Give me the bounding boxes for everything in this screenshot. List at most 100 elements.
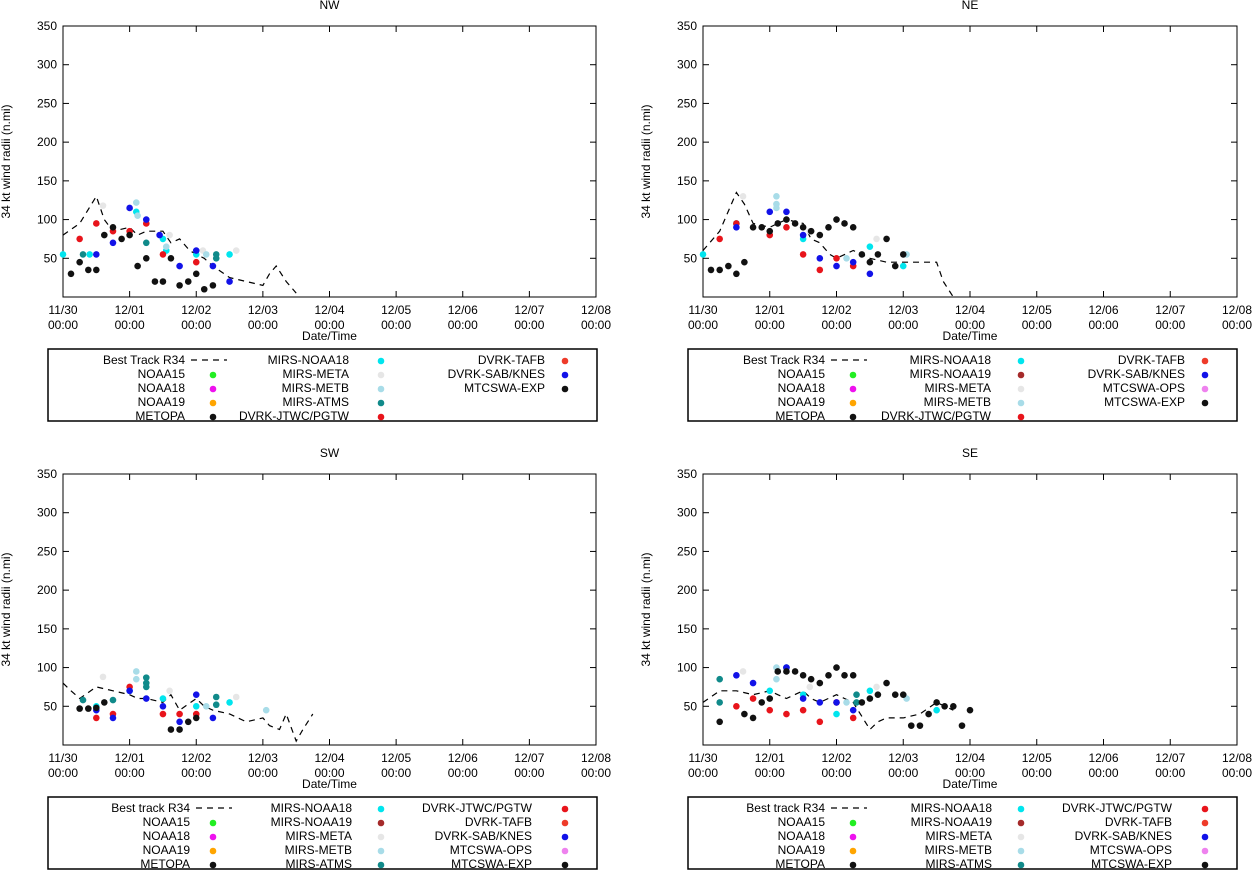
legend-label: DVRK-TAFB <box>465 815 532 829</box>
data-point <box>873 235 880 243</box>
legend-label: NOAA19 <box>778 395 826 409</box>
legend-box <box>47 796 598 870</box>
chart-panel-ne: NE5010015020025030035011/3000:0012/0100:… <box>639 0 1252 423</box>
data-point <box>134 262 141 270</box>
data-point <box>725 262 732 270</box>
legend-dot-symbol <box>849 371 857 379</box>
legend-dot-symbol <box>1201 805 1209 813</box>
data-point <box>825 672 832 679</box>
data-point <box>99 202 107 209</box>
data-point <box>858 251 866 258</box>
legend-dot-symbol <box>561 357 569 365</box>
data-point <box>166 231 173 239</box>
x-tick-date: 12/06 <box>448 303 478 317</box>
data-point <box>733 224 740 231</box>
x-axis-label: Date/Time <box>302 329 357 343</box>
legend-label: DVRK-JTWC/PGTW <box>1062 801 1173 815</box>
series-mtcswa-exp <box>67 224 217 293</box>
data-point <box>232 247 240 254</box>
x-tick-time: 00:00 <box>448 766 478 780</box>
y-tick-label: 100 <box>677 213 697 227</box>
legend-dot-symbol <box>209 399 217 407</box>
x-tick-time: 00:00 <box>181 318 211 332</box>
x-tick-date: 12/05 <box>1022 303 1052 317</box>
legend-label: NOAA18 <box>778 381 826 395</box>
data-point <box>741 710 748 718</box>
y-tick-label: 100 <box>677 661 697 675</box>
x-tick-time: 00:00 <box>821 318 851 332</box>
y-tick-label: 250 <box>677 96 697 110</box>
legend-dot-symbol <box>561 371 569 379</box>
data-point <box>212 254 220 262</box>
legend-label: MIRS-METB <box>924 395 991 409</box>
data-point <box>109 239 117 247</box>
data-point <box>899 262 907 270</box>
legend-label: DVRK-SAB/KNES <box>1075 829 1172 843</box>
data-point <box>766 227 774 235</box>
x-tick-date: 12/03 <box>888 751 918 765</box>
best-track-line <box>62 194 297 294</box>
x-tick-time: 00:00 <box>1155 318 1185 332</box>
x-tick-time: 00:00 <box>688 766 718 780</box>
legend-label: MIRS-NOAA18 <box>268 353 350 367</box>
plot-frame <box>702 473 1238 746</box>
data-point <box>849 672 857 679</box>
y-tick-label: 200 <box>677 583 697 597</box>
y-tick-label: 200 <box>677 135 697 149</box>
x-tick-time: 00:00 <box>1088 766 1118 780</box>
data-point <box>841 672 848 679</box>
legend-label: NOAA15 <box>143 815 191 829</box>
legend-dot-symbol <box>1017 413 1025 421</box>
legend-dot-symbol <box>1201 385 1209 393</box>
x-tick-time: 00:00 <box>1022 318 1052 332</box>
data-point <box>716 266 723 274</box>
data-point <box>79 696 87 704</box>
legend-label: MIRS-METB <box>925 843 992 857</box>
legend-label: MIRS-META <box>925 381 991 395</box>
data-point <box>159 702 167 710</box>
y-axis-label: 34 kt wind radii (n.mi) <box>0 104 13 218</box>
x-axis-label: Date/Time <box>943 777 998 791</box>
data-point <box>833 710 840 718</box>
x-tick-date: 12/08 <box>581 303 611 317</box>
x-tick-time: 00:00 <box>181 766 211 780</box>
legend-label: NOAA19 <box>143 843 191 857</box>
legend-label: MTCSWA-OPS <box>450 843 532 857</box>
x-tick-date: 12/04 <box>955 303 985 317</box>
legend-dot-symbol <box>377 819 385 827</box>
data-point <box>925 710 932 718</box>
data-point <box>866 695 874 702</box>
y-axis-label: 34 kt wind radii (n.mi) <box>639 104 653 218</box>
legend-dot-symbol <box>1017 371 1025 379</box>
x-tick-date: 11/30 <box>688 751 717 765</box>
data-point <box>933 699 940 706</box>
data-point <box>132 675 140 683</box>
data-point <box>783 668 790 675</box>
x-tick-date: 12/05 <box>381 303 411 317</box>
legend-label: NOAA18 <box>778 829 826 843</box>
legend-dot-symbol <box>849 413 857 421</box>
legend-label: Best Track R34 <box>743 353 825 367</box>
x-tick-date: 12/04 <box>314 303 344 317</box>
data-point <box>93 220 100 227</box>
data-point <box>262 706 270 714</box>
data-point <box>184 278 192 285</box>
data-point <box>176 262 183 270</box>
data-point <box>209 714 217 722</box>
x-tick-date: 12/02 <box>181 303 211 317</box>
data-point <box>76 235 83 243</box>
y-tick-label: 250 <box>37 96 57 110</box>
x-tick-time: 00:00 <box>514 318 544 332</box>
legend-dot-symbol <box>209 413 217 421</box>
x-tick-time: 00:00 <box>248 766 278 780</box>
data-point <box>807 675 815 683</box>
data-point <box>799 672 807 679</box>
data-point <box>101 231 108 239</box>
series-mirs-noaa18 <box>766 687 940 718</box>
y-tick-label: 50 <box>44 251 58 265</box>
legend-label: DVRK-SAB/KNES <box>435 829 532 843</box>
legend-label: MIRS-NOAA19 <box>271 815 353 829</box>
data-point <box>799 695 807 702</box>
x-tick-time: 00:00 <box>1022 766 1052 780</box>
